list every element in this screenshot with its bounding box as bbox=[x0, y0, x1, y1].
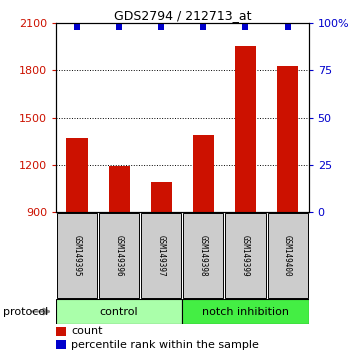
Bar bbox=[109, 166, 130, 212]
Bar bbox=[56, 326, 66, 336]
Bar bbox=[277, 65, 298, 212]
Text: GSM149398: GSM149398 bbox=[199, 235, 208, 276]
Text: percentile rank within the sample: percentile rank within the sample bbox=[71, 339, 259, 350]
Text: GSM149400: GSM149400 bbox=[283, 235, 292, 276]
Text: GSM149396: GSM149396 bbox=[115, 235, 123, 276]
Point bbox=[243, 24, 248, 30]
Text: control: control bbox=[100, 307, 138, 316]
Point bbox=[200, 24, 206, 30]
Point bbox=[74, 24, 80, 30]
Bar bbox=[235, 46, 256, 212]
Bar bbox=[193, 135, 214, 212]
Bar bbox=[56, 340, 66, 349]
Bar bbox=[268, 213, 308, 298]
Point bbox=[158, 24, 164, 30]
Text: notch inhibition: notch inhibition bbox=[202, 307, 289, 316]
Text: GSM149397: GSM149397 bbox=[157, 235, 166, 276]
Text: count: count bbox=[71, 326, 103, 336]
Bar bbox=[151, 182, 172, 212]
Bar bbox=[182, 299, 309, 324]
Text: protocol: protocol bbox=[4, 307, 49, 316]
Bar bbox=[56, 299, 182, 324]
Point bbox=[116, 24, 122, 30]
Title: GDS2794 / 212713_at: GDS2794 / 212713_at bbox=[114, 9, 251, 22]
Point bbox=[285, 24, 291, 30]
Bar bbox=[57, 213, 97, 298]
Bar bbox=[99, 213, 139, 298]
Bar bbox=[66, 138, 87, 212]
Bar bbox=[183, 213, 223, 298]
Text: GSM149395: GSM149395 bbox=[73, 235, 82, 276]
Text: GSM149399: GSM149399 bbox=[241, 235, 250, 276]
Bar bbox=[141, 213, 181, 298]
Bar bbox=[225, 213, 266, 298]
